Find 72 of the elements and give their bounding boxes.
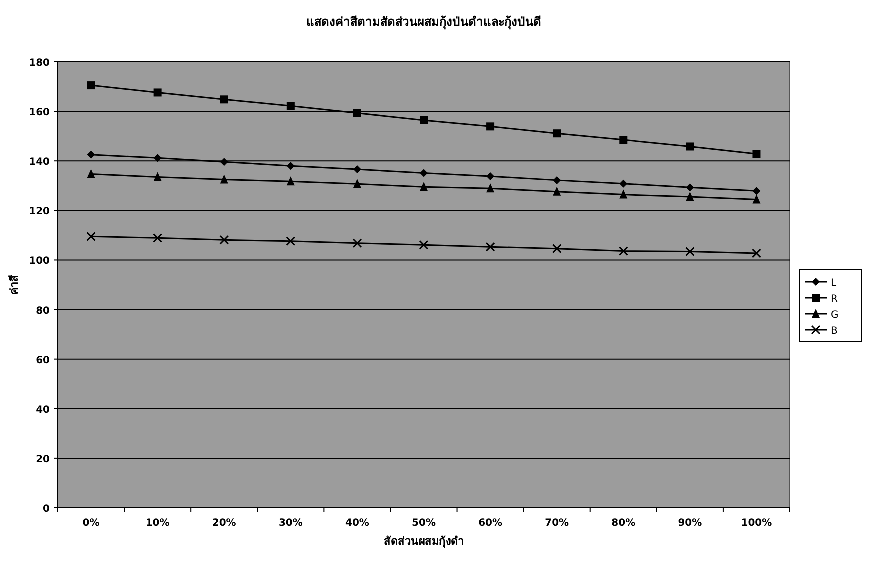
y-tick-label: 120 [29,206,50,218]
point [220,174,228,184]
x-tick-label: 0% [82,518,100,529]
point [752,187,761,196]
y-tick-label: 100 [29,256,50,268]
point [286,176,295,186]
point [87,82,96,90]
point [220,96,228,104]
y-axis-title: ค่าสี [8,275,21,295]
point [87,169,96,178]
point [153,233,163,243]
point [686,142,694,151]
point [552,244,562,254]
y-tick-label: 80 [36,306,50,317]
point [352,238,362,248]
x-tick-label: 60% [478,518,503,529]
y-tick-label: 180 [29,58,50,69]
x-tick-label: 30% [278,518,303,529]
point [420,169,428,178]
x-tick-label: 100% [741,518,772,529]
point [220,235,230,245]
x-tick-label: 80% [612,518,636,529]
y-tick-label: 0 [43,504,50,515]
y-tick-label: 40 [36,404,50,416]
point [686,192,694,202]
point [685,247,695,257]
chart-title: แสดงค่าสีตามสัดส่วนผสมกุ้งป่นดำและกุ้งป่นดี [306,15,542,30]
point [220,158,228,166]
point [420,182,428,192]
y-tick-label: 160 [29,108,50,119]
point [752,150,761,158]
point [752,248,762,258]
point [620,190,628,199]
point [353,109,362,118]
point [286,162,295,170]
y-tick-label: 20 [36,454,50,466]
point [86,232,96,242]
x-tick-label: 90% [678,518,702,529]
point [620,180,628,188]
point [419,240,429,250]
x-tick-label: 10% [146,518,170,529]
legend-label: G [831,310,839,321]
point [353,179,362,188]
point [553,176,562,184]
legend-label: R [831,294,838,305]
x-tick-label: 40% [345,518,370,529]
point [286,102,295,110]
legend-label: B [831,326,838,337]
point [420,116,428,124]
point [620,136,628,144]
x-tick-label: 50% [412,518,436,529]
point [486,122,495,131]
point [553,130,562,138]
point [286,236,296,246]
point [154,172,162,182]
point [353,166,362,174]
legend-label: L [831,278,837,289]
x-tick-label: 20% [212,518,236,529]
point [686,184,694,192]
y-tick-label: 140 [29,157,50,168]
point [486,242,496,252]
point [486,184,495,193]
point [618,246,628,256]
point [486,172,495,180]
point [752,194,761,204]
x-axis-title: สัดส่วนผสมกุ้งดำ [384,535,464,549]
point [553,186,562,196]
point [154,154,162,162]
x-tick-label: 70% [545,518,570,529]
y-tick-label: 60 [36,355,50,366]
point [154,88,162,97]
point [87,150,96,159]
